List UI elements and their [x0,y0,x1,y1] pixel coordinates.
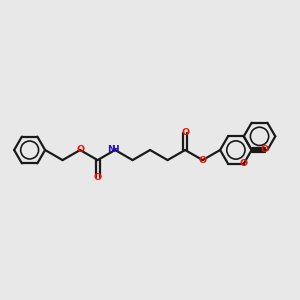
Text: O: O [199,156,207,165]
Text: O: O [181,128,189,137]
Text: H: H [111,146,119,154]
Text: O: O [240,159,248,168]
Text: O: O [76,146,84,154]
Text: O: O [260,146,268,154]
Text: O: O [94,173,102,182]
Text: N: N [107,146,114,154]
